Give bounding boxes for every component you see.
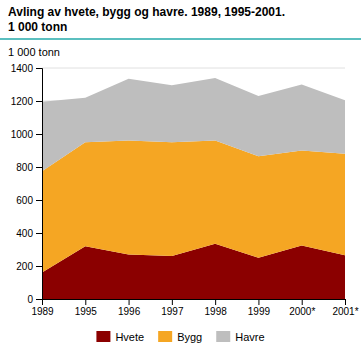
y-tick-label: 200	[16, 261, 33, 272]
plot: 1989 1995 1996 1997 1998 1999 2000* 2001* 0 200 40…	[11, 63, 359, 317]
y-axis-line	[36, 69, 43, 300]
legend-label: Hvete	[115, 331, 144, 343]
areas	[42, 78, 345, 299]
x-tick-mark	[215, 299, 216, 305]
x-tick-label: 2000*	[289, 306, 315, 317]
x-tick-label: 1999	[248, 306, 271, 317]
legend-item: Bygg	[158, 331, 202, 343]
x-tick-label: 1998	[205, 306, 228, 317]
x-tick-label: 1996	[118, 306, 141, 317]
x-tick: 1995	[75, 299, 98, 317]
x-tick: 2001*	[332, 299, 358, 317]
x-tick-mark	[129, 299, 130, 305]
legend-item: Havre	[216, 331, 264, 343]
x-tick-mark	[85, 299, 86, 305]
x-tick: 1999	[248, 299, 271, 317]
y-tick-mark	[36, 299, 42, 300]
area	[42, 78, 345, 171]
y-tick-label: 1400	[11, 63, 34, 74]
y-tick-label: 600	[16, 195, 33, 206]
x-tick-mark	[345, 299, 346, 305]
y-tick: 400	[16, 228, 42, 239]
y-tick: 800	[16, 162, 42, 173]
y-tick: 1200	[11, 96, 42, 107]
legend-label: Havre	[235, 331, 264, 343]
x-axis: 1989 1995 1996 1997 1998 1999 2000* 2001*	[31, 299, 358, 317]
chart: Avling av hvete, bygg og havre. 1989, 19…	[0, 0, 361, 353]
legend-label: Bygg	[177, 331, 202, 343]
x-tick-label: 1997	[161, 306, 184, 317]
y-tick-mark	[36, 200, 42, 201]
y-tick: 1400	[11, 63, 42, 74]
y-tick-mark	[36, 101, 42, 102]
y-tick-label: 0	[27, 294, 33, 305]
y-tick: 0	[27, 294, 42, 305]
area	[42, 141, 345, 273]
x-tick-label: 1995	[75, 306, 98, 317]
y-tick: 600	[16, 195, 42, 206]
y-tick-mark	[36, 68, 42, 69]
legend-item: Hvete	[96, 331, 144, 343]
x-tick: 1989	[31, 299, 54, 317]
y-tick-mark	[36, 134, 42, 135]
title: Avling av hvete, bygg og havre. 1989, 19…	[8, 5, 285, 19]
area	[42, 244, 345, 299]
y-tick: 200	[16, 261, 42, 272]
x-axis-line	[43, 300, 346, 306]
x-tick: 1996	[118, 299, 141, 317]
legend-swatch	[96, 331, 110, 342]
y-tick-mark	[36, 266, 42, 267]
y-tick-mark	[36, 233, 42, 234]
legend: Hvete Bygg Havre	[96, 331, 264, 343]
grid	[42, 68, 345, 299]
y-axis: 0 200 400 600 800 1000 1200 1400	[11, 63, 43, 305]
x-tick-label: 2001*	[332, 306, 358, 317]
y-tick-mark	[36, 167, 42, 168]
x-tick: 2000*	[289, 299, 315, 317]
grid-line	[42, 68, 345, 69]
x-tick-mark	[302, 299, 303, 305]
subtitle: 1 000 tonn	[8, 20, 67, 34]
x-tick-mark	[258, 299, 259, 305]
separator	[0, 38, 361, 40]
x-tick-mark	[172, 299, 173, 305]
legend-swatch	[158, 331, 172, 342]
y-axis-label: 1 000 tonn	[8, 46, 60, 58]
legend-swatch	[216, 331, 230, 342]
x-tick: 1998	[205, 299, 228, 317]
y-tick: 1000	[11, 129, 42, 140]
x-tick-label: 1989	[31, 306, 54, 317]
x-tick: 1997	[161, 299, 184, 317]
y-tick-label: 800	[16, 162, 33, 173]
y-tick-label: 1000	[11, 129, 34, 140]
y-tick-label: 1200	[11, 96, 34, 107]
y-tick-label: 400	[16, 228, 33, 239]
